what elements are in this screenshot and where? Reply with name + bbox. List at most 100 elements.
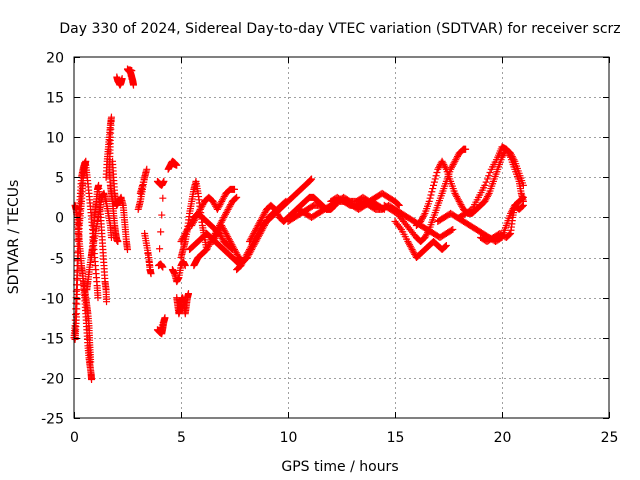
data-point bbox=[273, 209, 281, 217]
data-point bbox=[194, 210, 202, 218]
data-point bbox=[157, 228, 165, 236]
data-point bbox=[182, 228, 190, 236]
data-point bbox=[454, 196, 462, 204]
data-point bbox=[224, 233, 232, 241]
data-point bbox=[396, 224, 404, 232]
data-point bbox=[250, 229, 258, 237]
data-point bbox=[458, 202, 466, 210]
data-point bbox=[453, 194, 461, 202]
data-point bbox=[245, 247, 253, 255]
data-point bbox=[159, 194, 167, 202]
y-axis-title: SDTVAR / TECUs bbox=[6, 180, 22, 295]
data-point bbox=[455, 197, 463, 205]
data-point bbox=[158, 211, 166, 219]
data-point bbox=[245, 246, 253, 254]
data-point bbox=[188, 221, 196, 229]
data-point bbox=[457, 201, 465, 209]
data-point bbox=[224, 205, 232, 213]
data-point bbox=[430, 178, 438, 186]
data-point bbox=[406, 242, 414, 250]
y-tick-label: 0 bbox=[55, 211, 64, 227]
data-point bbox=[218, 197, 226, 205]
data-point bbox=[519, 202, 527, 210]
data-point bbox=[196, 205, 204, 213]
data-point bbox=[247, 242, 255, 250]
data-point bbox=[231, 195, 239, 203]
data-point bbox=[167, 159, 175, 167]
data-point bbox=[210, 236, 218, 244]
data-point bbox=[190, 217, 198, 225]
y-tick-label: -5 bbox=[50, 252, 64, 268]
data-point bbox=[118, 75, 126, 83]
data-point bbox=[272, 207, 280, 215]
data-point bbox=[218, 221, 226, 229]
data-point bbox=[430, 181, 438, 189]
data-point bbox=[220, 226, 228, 234]
data-point bbox=[144, 250, 152, 258]
data-point bbox=[226, 202, 234, 210]
data-point bbox=[429, 185, 437, 193]
data-point bbox=[246, 236, 254, 244]
data-point bbox=[128, 67, 136, 75]
series-prn-n bbox=[153, 314, 169, 338]
data-point bbox=[129, 78, 137, 86]
data-point bbox=[225, 236, 233, 244]
data-point bbox=[136, 189, 144, 197]
data-point bbox=[214, 228, 222, 236]
data-point bbox=[213, 205, 221, 213]
data-point bbox=[257, 215, 265, 223]
data-point bbox=[434, 165, 442, 173]
data-point bbox=[237, 262, 245, 270]
series-prn-m bbox=[153, 177, 168, 271]
data-point bbox=[452, 156, 460, 164]
data-point bbox=[221, 228, 229, 236]
data-point bbox=[220, 193, 228, 201]
data-point bbox=[229, 242, 237, 250]
data-point bbox=[232, 249, 240, 257]
data-point bbox=[214, 204, 222, 212]
data-point bbox=[231, 246, 238, 254]
data-point bbox=[482, 196, 490, 204]
series-prn-u bbox=[186, 229, 245, 270]
data-point bbox=[405, 239, 413, 247]
data-point bbox=[427, 191, 435, 199]
data-point bbox=[141, 172, 149, 180]
data-point bbox=[220, 213, 228, 221]
data-point bbox=[424, 227, 432, 235]
series-prn-p bbox=[168, 258, 189, 286]
data-point bbox=[504, 148, 512, 156]
data-point bbox=[456, 199, 464, 207]
data-point bbox=[140, 175, 148, 183]
data-point bbox=[433, 169, 441, 177]
data-point bbox=[183, 226, 191, 234]
series-prn-f bbox=[83, 189, 115, 294]
data-point bbox=[184, 225, 192, 233]
data-point bbox=[124, 246, 131, 254]
data-point bbox=[447, 226, 455, 234]
data-point bbox=[216, 201, 224, 209]
data-point bbox=[146, 262, 154, 270]
data-point bbox=[425, 197, 433, 205]
data-point bbox=[448, 162, 456, 170]
data-point bbox=[519, 201, 527, 209]
data-point bbox=[213, 231, 221, 239]
data-point bbox=[142, 169, 150, 177]
data-point bbox=[225, 234, 233, 242]
data-point bbox=[451, 157, 459, 165]
data-point bbox=[228, 241, 236, 249]
y-tick-label: -15 bbox=[41, 332, 64, 348]
data-point bbox=[103, 298, 111, 306]
data-point bbox=[453, 193, 461, 201]
data-point bbox=[219, 196, 227, 204]
data-point bbox=[219, 225, 227, 233]
chart-title: Day 330 of 2024, Sidereal Day-to-day VTE… bbox=[59, 21, 620, 37]
data-point bbox=[223, 231, 231, 239]
data-point bbox=[419, 213, 427, 221]
x-axis-title: GPS time / hours bbox=[281, 459, 398, 475]
data-point bbox=[219, 215, 227, 223]
data-point bbox=[219, 223, 227, 231]
series-prn-i bbox=[113, 73, 126, 89]
data-point bbox=[197, 204, 205, 212]
data-point bbox=[255, 220, 263, 228]
data-point bbox=[394, 201, 402, 209]
